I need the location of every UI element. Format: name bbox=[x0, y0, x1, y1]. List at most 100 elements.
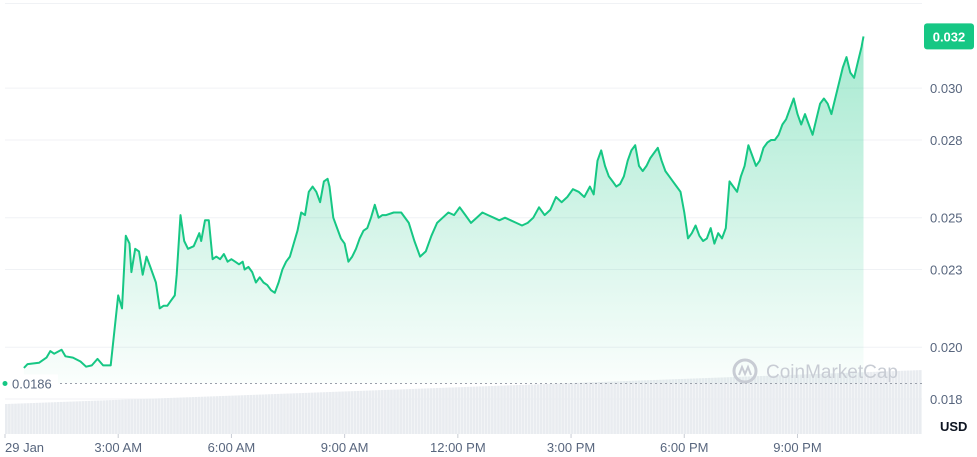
volume-bar bbox=[472, 386, 476, 434]
volume-bar bbox=[255, 394, 259, 434]
volume-bar bbox=[203, 396, 207, 434]
volume-bar bbox=[808, 374, 812, 434]
volume-bar bbox=[341, 391, 344, 434]
volume-bar bbox=[148, 398, 152, 434]
volume-bar bbox=[246, 395, 250, 434]
volume-bar bbox=[29, 403, 33, 434]
volume-bar bbox=[487, 386, 491, 434]
volume-bar bbox=[649, 380, 653, 434]
volume-bar bbox=[903, 370, 907, 434]
volume-bar bbox=[863, 372, 867, 434]
volume-bar bbox=[610, 381, 613, 434]
volume-bar bbox=[802, 374, 806, 434]
current-price-label: 0.032 bbox=[933, 29, 966, 44]
volume-bar bbox=[17, 403, 20, 434]
volume-bar bbox=[399, 389, 402, 434]
volume-bar bbox=[451, 387, 454, 434]
volume-bar bbox=[151, 398, 155, 434]
x-axis-ticks: 29 Jan 3:00 AM 6:00 AM 9:00 AM 12:00 PM 3:00 … bbox=[4, 434, 822, 455]
volume-bar bbox=[277, 393, 280, 434]
volume-bar bbox=[408, 389, 412, 434]
volume-bar bbox=[414, 388, 418, 434]
volume-bar bbox=[66, 401, 69, 434]
volume-bar bbox=[573, 382, 577, 434]
current-price-badge: 0.032 bbox=[924, 23, 974, 50]
volume-bar bbox=[432, 388, 436, 434]
volume-bar bbox=[857, 372, 861, 434]
volume-bar bbox=[41, 402, 45, 434]
volume-bar bbox=[325, 392, 329, 434]
volume-bar bbox=[790, 374, 794, 434]
volume-bar bbox=[356, 390, 360, 434]
volume-bar bbox=[11, 403, 14, 434]
volume-bar bbox=[423, 388, 427, 434]
volume-bar bbox=[646, 380, 650, 434]
volume-bar bbox=[338, 391, 341, 434]
volume-bar bbox=[671, 379, 675, 434]
volume-bar bbox=[292, 393, 295, 434]
volume-bar bbox=[310, 392, 314, 434]
volume-bar bbox=[194, 396, 198, 434]
volume-bar bbox=[787, 374, 791, 434]
volume-bar bbox=[628, 380, 632, 434]
volume-bar bbox=[63, 401, 66, 434]
volume-bar bbox=[656, 379, 659, 434]
volume-bar bbox=[139, 399, 143, 434]
volume-bar bbox=[729, 377, 733, 434]
volume-bar bbox=[726, 377, 730, 434]
volume-bar bbox=[585, 382, 589, 434]
volume-bar bbox=[759, 376, 763, 434]
open-price-reference: 0.0186 bbox=[2, 374, 922, 393]
volume-bar bbox=[283, 393, 286, 434]
volume-bar bbox=[457, 387, 461, 434]
volume-bar bbox=[212, 396, 216, 434]
volume-bar bbox=[870, 371, 873, 434]
volume-bar bbox=[26, 403, 30, 434]
volume-bar bbox=[873, 371, 876, 434]
current-price-badge-bg bbox=[924, 23, 974, 50]
volume-bar bbox=[897, 370, 901, 434]
volume-bar bbox=[102, 400, 106, 434]
volume-bar bbox=[405, 389, 409, 434]
volume-bar bbox=[824, 373, 827, 434]
watermark-text: CoinMarketCap bbox=[766, 362, 898, 383]
volume-bar bbox=[258, 394, 262, 434]
volume-bar bbox=[836, 373, 840, 434]
volume-bar bbox=[604, 381, 607, 434]
volume-bar bbox=[769, 375, 772, 434]
volume-bar bbox=[307, 392, 311, 434]
volume-bar bbox=[124, 399, 127, 434]
volume-bar bbox=[289, 393, 292, 434]
x-tick-label: 6:00 PM bbox=[660, 440, 708, 455]
volume-bar bbox=[698, 378, 702, 434]
volume-bar bbox=[429, 388, 433, 434]
volume-bar bbox=[732, 377, 736, 434]
volume-bar bbox=[157, 398, 161, 434]
y-tick-label: 0.028 bbox=[930, 133, 963, 148]
volume-bar bbox=[662, 379, 665, 434]
volume-bar bbox=[597, 382, 601, 434]
volume-bar bbox=[613, 381, 616, 434]
volume-bar bbox=[426, 388, 430, 434]
volume-bar bbox=[237, 395, 240, 434]
volume-bar bbox=[329, 391, 332, 434]
volume-bar bbox=[744, 376, 748, 434]
volume-bar bbox=[793, 374, 797, 434]
volume-bar bbox=[683, 378, 687, 434]
volume-bar bbox=[766, 375, 769, 434]
x-tick-label: 3:00 AM bbox=[94, 440, 142, 455]
volume-bar bbox=[888, 371, 892, 434]
volume-bar bbox=[111, 400, 115, 434]
volume-bar bbox=[909, 370, 913, 434]
volume-bar bbox=[582, 382, 586, 434]
volume-bar bbox=[264, 394, 268, 434]
volume-bar bbox=[839, 373, 843, 434]
volume-bar bbox=[738, 376, 742, 434]
volume-bar bbox=[708, 377, 711, 434]
volume-bar bbox=[845, 372, 849, 434]
price-line bbox=[23, 36, 865, 369]
volume-bar bbox=[176, 397, 179, 434]
volume-bar bbox=[784, 375, 788, 434]
volume-bar bbox=[711, 377, 714, 434]
